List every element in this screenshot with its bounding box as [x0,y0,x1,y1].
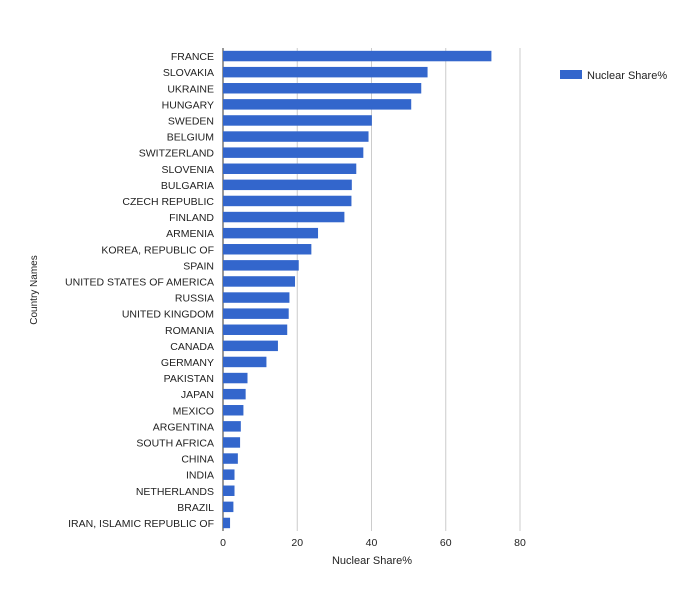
legend: Nuclear Share% [560,70,667,82]
x-tick-label-40: 40 [366,537,378,549]
category-label-9: CZECH REPUBLIC [122,196,214,208]
bar-20[interactable] [223,372,248,384]
category-label-14: UNITED STATES OF AMERICA [65,276,214,288]
category-label-6: SWITZERLAND [139,148,215,160]
x-axis-title: Nuclear Share% [332,555,412,567]
category-label-22: MEXICO [173,405,214,417]
category-label-18: CANADA [170,341,214,353]
bar-24[interactable] [223,437,241,448]
category-label-12: KOREA, REPUBLIC OF [101,244,214,256]
bar-18[interactable] [223,340,278,352]
bar-3[interactable] [223,99,412,110]
x-tick-label-80: 80 [514,537,526,549]
bar-4[interactable] [223,115,372,126]
bar-10[interactable] [223,211,345,223]
category-label-24: SOUTH AFRICA [136,437,214,449]
bar-14[interactable] [223,276,296,287]
bar-6[interactable] [223,147,364,158]
bar-17[interactable] [223,324,288,335]
bar-1[interactable] [223,66,428,78]
x-tick-label-0: 0 [220,537,226,549]
category-label-17: ROMANIA [165,325,214,337]
category-label-13: SPAIN [183,260,214,272]
category-label-19: GERMANY [161,357,214,369]
category-label-0: FRANCE [171,51,214,63]
category-label-21: JAPAN [181,389,214,401]
x-tick-label-20: 20 [291,537,303,549]
category-label-20: PAKISTAN [164,373,214,385]
bar-12[interactable] [223,244,312,255]
bar-19[interactable] [223,356,267,368]
bar-8[interactable] [223,179,352,191]
bar-28[interactable] [223,501,234,513]
category-label-16: UNITED KINGDOM [122,309,214,321]
category-label-10: FINLAND [169,212,214,224]
grid-layer [222,48,521,531]
bar-23[interactable] [223,421,241,432]
bar-11[interactable] [223,227,319,239]
bar-21[interactable] [223,388,246,400]
bar-0[interactable] [223,50,492,62]
category-label-8: BULGARIA [161,180,214,192]
category-label-26: INDIA [186,470,214,482]
bar-9[interactable] [223,195,352,207]
bar-22[interactable] [223,405,244,416]
category-label-23: ARGENTINA [153,421,214,433]
category-label-1: SLOVAKIA [163,67,214,79]
legend-label: Nuclear Share% [587,70,667,82]
category-label-29: IRAN, ISLAMIC REPUBLIC OF [68,518,214,530]
category-label-11: ARMENIA [166,228,214,240]
x-tick-label-60: 60 [440,537,452,549]
bars-layer [223,50,492,529]
bar-15[interactable] [223,292,290,303]
bar-29[interactable] [223,517,231,529]
bar-27[interactable] [223,485,235,496]
bar-25[interactable] [223,453,238,464]
category-labels: FRANCE SLOVAKIA UKRAINE HUNGARY SWEDEN BELGIU… [65,51,214,530]
bar-5[interactable] [223,131,369,142]
bar-2[interactable] [223,83,422,94]
category-label-2: UKRAINE [167,83,214,95]
category-label-15: RUSSIA [175,293,214,305]
y-axis-title: Country Names [29,255,40,324]
bar-26[interactable] [223,469,235,480]
category-label-4: SWEDEN [168,115,214,127]
category-label-5: BELGIUM [167,132,214,144]
legend-swatch [560,70,582,79]
bar-13[interactable] [223,260,299,271]
bar-16[interactable] [223,308,289,319]
category-label-27: NETHERLANDS [136,486,214,498]
category-label-7: SLOVENIA [161,164,214,176]
x-tick-labels: 0 20 40 60 80 [220,537,526,549]
category-label-3: HUNGARY [162,99,214,111]
category-label-28: BRAZIL [177,502,214,514]
bar-7[interactable] [223,163,357,174]
category-label-25: CHINA [181,454,214,466]
